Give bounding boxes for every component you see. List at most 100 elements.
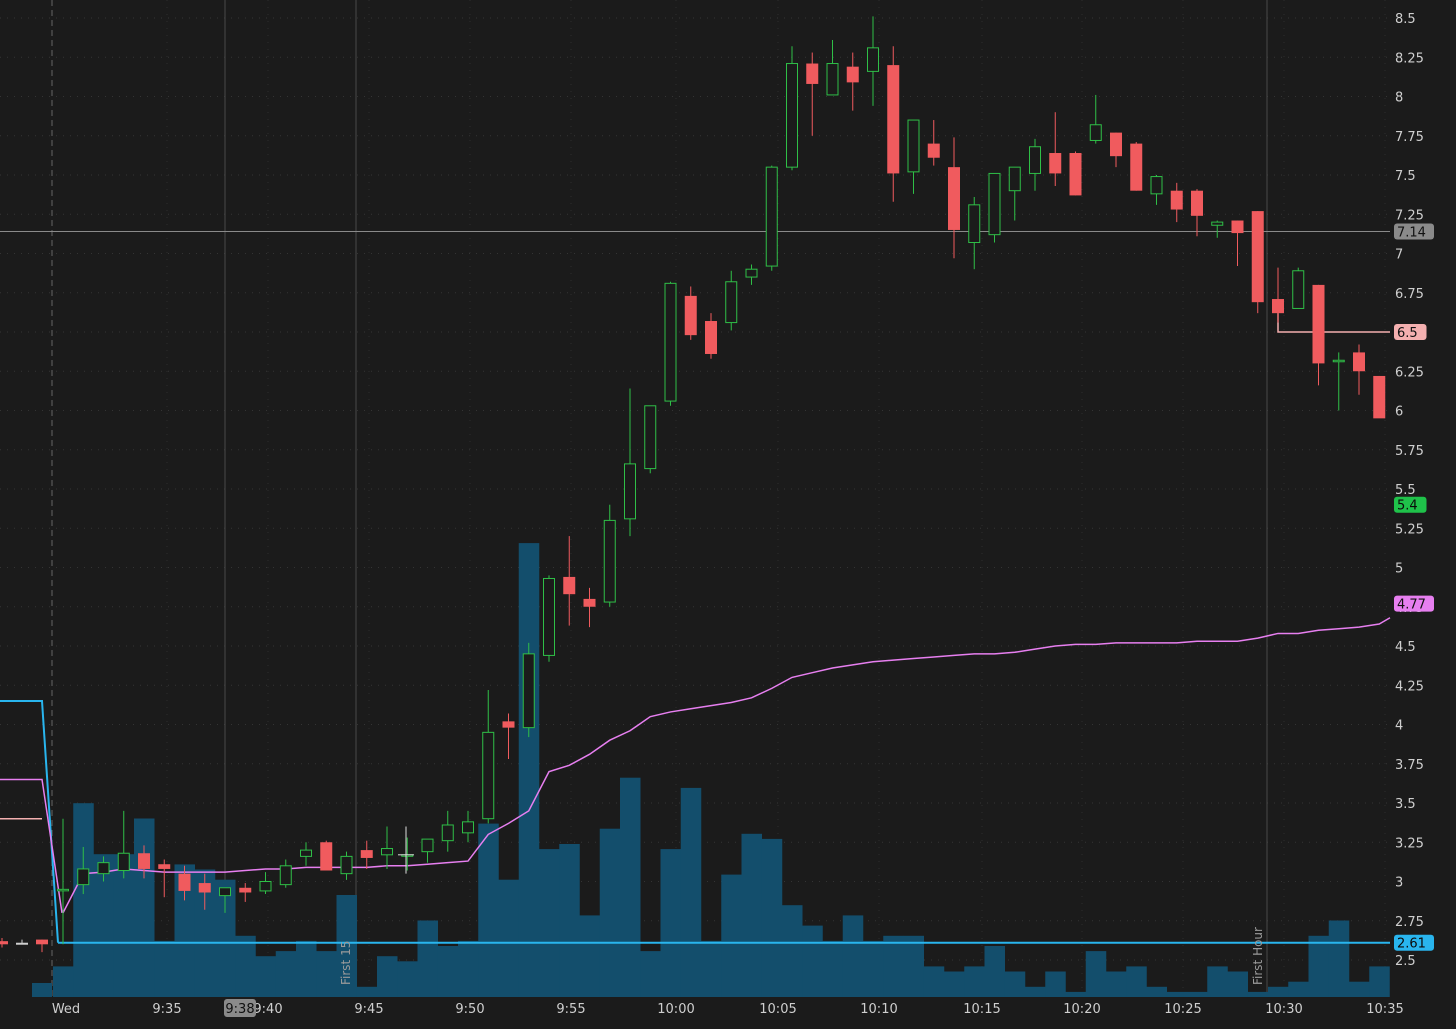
volume-bar bbox=[660, 849, 681, 997]
candle bbox=[522, 642, 535, 738]
time-tick-label: 9:55 bbox=[556, 1002, 585, 1017]
grid-layer bbox=[0, 0, 1390, 997]
candle bbox=[887, 46, 900, 202]
time-tick-label: 9:45 bbox=[354, 1002, 383, 1017]
candle bbox=[948, 137, 960, 259]
volume-bar bbox=[842, 915, 864, 997]
cursor-time-label: 9:38 bbox=[224, 999, 256, 1017]
volume-bar bbox=[377, 956, 398, 997]
time-tick-label: 10:20 bbox=[1063, 1002, 1100, 1017]
candle-body bbox=[1130, 143, 1143, 191]
price-tag-support: 2.61 bbox=[1394, 934, 1434, 952]
candle bbox=[502, 713, 515, 760]
volume-bar bbox=[1146, 986, 1167, 997]
time-tick-label: Wed bbox=[52, 1002, 80, 1017]
candle-body bbox=[765, 166, 778, 267]
volume-bar bbox=[1308, 935, 1329, 997]
price-tick-label: 6 bbox=[1395, 405, 1403, 420]
volume-bar bbox=[1288, 981, 1309, 997]
volume-bar bbox=[336, 895, 357, 997]
price-tick-label: 7.5 bbox=[1395, 169, 1416, 184]
candle-body bbox=[320, 842, 333, 871]
volume-bar bbox=[316, 951, 337, 997]
volume-bar bbox=[215, 879, 236, 997]
volume-bar bbox=[1207, 966, 1228, 997]
volume-bar bbox=[944, 971, 965, 997]
volume-bar bbox=[53, 966, 74, 997]
candle bbox=[1170, 182, 1183, 223]
time-axis-layer: Wed 9:35 9:40 9:45 9:50 9:55 10:00 10:05 10:10 10… bbox=[0, 927, 1456, 1024]
volume-bar bbox=[397, 961, 418, 997]
candle-body bbox=[16, 942, 28, 945]
candle-body bbox=[664, 282, 677, 402]
candle bbox=[786, 46, 798, 171]
volume-bar bbox=[822, 940, 843, 997]
candle-body bbox=[198, 883, 211, 893]
volume-bar bbox=[559, 844, 580, 997]
candle bbox=[340, 851, 353, 880]
volume-bar bbox=[680, 787, 702, 997]
candle-body bbox=[826, 63, 839, 96]
candle-body bbox=[239, 887, 252, 893]
candle bbox=[624, 388, 636, 537]
candle-body bbox=[563, 576, 576, 595]
volume-bar bbox=[701, 940, 722, 997]
candle bbox=[1008, 166, 1021, 221]
volume-bar bbox=[640, 951, 661, 997]
candle-body bbox=[887, 65, 900, 174]
price-tick-label: 5.5 bbox=[1395, 483, 1416, 498]
volume-bar bbox=[1126, 966, 1147, 997]
candle-body bbox=[1211, 221, 1224, 226]
candle bbox=[705, 313, 717, 359]
volume-bar bbox=[93, 854, 114, 997]
price-tick-label: 4.5 bbox=[1395, 640, 1416, 655]
candle-body bbox=[340, 855, 353, 875]
candle bbox=[1231, 220, 1244, 267]
time-tick-label: 10:30 bbox=[1265, 1002, 1302, 1017]
price-tag-crosshair: 7.14 bbox=[1394, 223, 1434, 241]
candles-layer bbox=[0, 16, 1386, 953]
volume-bar bbox=[539, 849, 560, 997]
candle-body bbox=[441, 824, 454, 842]
candle-body bbox=[158, 864, 171, 869]
candle bbox=[441, 810, 454, 852]
volume-bar bbox=[296, 940, 317, 997]
candle-body bbox=[1332, 359, 1345, 363]
price-tag-text: 7.14 bbox=[1397, 226, 1426, 241]
volume-bar bbox=[579, 915, 600, 997]
candle bbox=[198, 873, 211, 910]
time-tick-label: 10:15 bbox=[963, 1002, 1000, 1017]
candle bbox=[907, 119, 920, 194]
candle-body bbox=[948, 167, 960, 230]
candle bbox=[421, 838, 434, 863]
candle bbox=[563, 536, 576, 626]
price-tick-label: 8.5 bbox=[1395, 12, 1416, 27]
price-tick-label: 3.75 bbox=[1395, 758, 1424, 773]
candle bbox=[644, 405, 657, 474]
candle-body bbox=[138, 853, 150, 869]
candle-body bbox=[36, 939, 48, 945]
candle-body bbox=[927, 143, 940, 158]
candle bbox=[1049, 112, 1062, 186]
candle-body bbox=[1029, 146, 1041, 174]
price-tag-text: 6.5 bbox=[1397, 326, 1418, 341]
volume-bar bbox=[863, 940, 884, 997]
candle-body bbox=[583, 598, 596, 607]
volume-bar bbox=[458, 940, 479, 997]
volume-bar bbox=[255, 956, 276, 997]
candle-body bbox=[1049, 153, 1062, 174]
candle-body bbox=[1170, 190, 1183, 210]
cursor-time-text: 9:38 bbox=[225, 1002, 254, 1017]
prior-vwap-line bbox=[0, 778, 63, 914]
time-tick-label: 10:35 bbox=[1366, 1002, 1403, 1017]
price-tag-text: 4.77 bbox=[1397, 598, 1426, 613]
candle-body bbox=[279, 865, 292, 886]
candle bbox=[1353, 344, 1365, 395]
candle-body bbox=[786, 63, 798, 168]
volume-bar bbox=[113, 854, 135, 997]
volume-bar bbox=[984, 946, 1005, 997]
volume-bar bbox=[194, 869, 216, 997]
volume-bar bbox=[761, 838, 783, 997]
